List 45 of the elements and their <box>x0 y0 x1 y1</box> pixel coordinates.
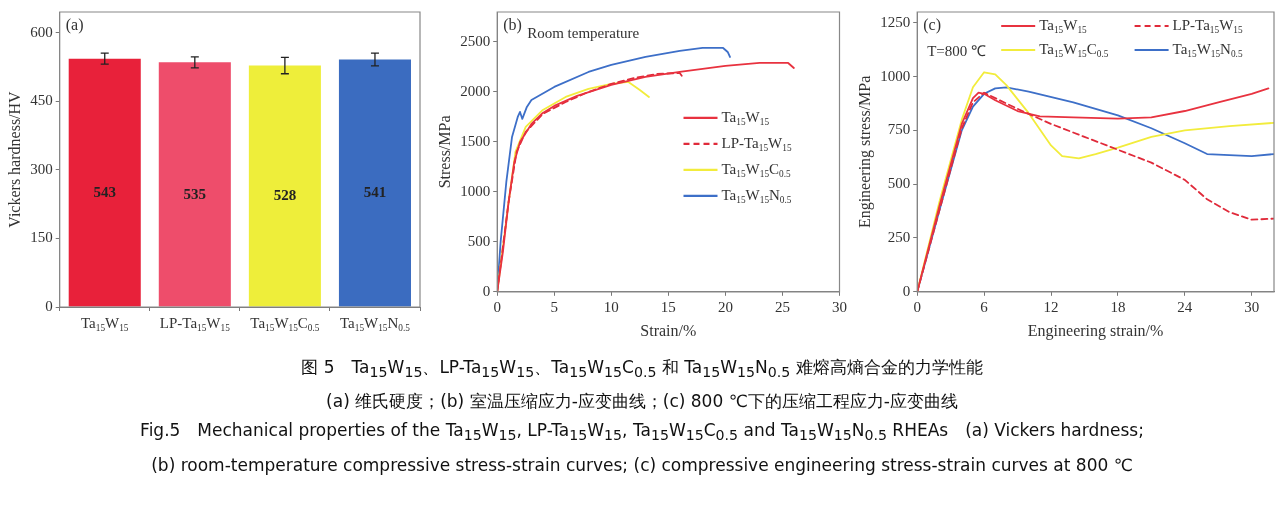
x-tick-label: 24 <box>1177 298 1193 315</box>
y-tick-label: 1250 <box>880 13 911 30</box>
x-tick-label: 10 <box>603 298 619 315</box>
text: Fig.5 Mechanical properties of the Ta$_{15}$W$_{15}$, LP-Ta$_{15}$W$_{15}$, Ta$_{15}$W$_{15}$C$_{0.5}$ and Ta$_{15}$W$_{15}$N$_{0.5}$ RHEAs (a) Vickers hardness; <box>140 420 1144 444</box>
text: (a) 维氏硬度；(b) 室温压缩应力-应变曲线；(c) 800 ℃下的压缩工程应力-应变曲线 <box>325 390 959 414</box>
y-tick-label: 450 <box>30 92 53 109</box>
y-tick-label: 150 <box>30 229 53 246</box>
x-tick-label: 15 <box>660 298 676 315</box>
y-tick-label: 300 <box>30 160 53 177</box>
y-tick-label: 0 <box>902 282 911 299</box>
x-tick-label: 5 <box>550 298 558 315</box>
y-axis-title: Engineering stress/MPa <box>855 75 874 229</box>
x-tick-label: 30 <box>832 298 847 315</box>
annotation: Room temperature <box>527 24 640 41</box>
data-label: 541 <box>363 184 387 201</box>
annotation: (c) <box>923 16 941 35</box>
x-tick-label: 6 <box>980 298 989 315</box>
data-label: 528 <box>273 187 297 204</box>
y-tick-label: 2000 <box>460 82 491 99</box>
x-tick-label: 20 <box>717 298 733 315</box>
annotation: (a) <box>65 16 84 35</box>
data-label: 543 <box>93 183 116 200</box>
text: 图 5 Ta$_{15}$W$_{15}$、LP-Ta$_{15}$W$_{15}$、Ta$_{15}$W$_{15}$C$_{0.5}$ 和 Ta$_{15}$W$_{15}$N$_{0.5}$ 难熔高熵合金的力学性能 <box>301 357 983 381</box>
x-axis-title: Engineering strain/% <box>1027 321 1164 340</box>
annotation: T=800 ℃ <box>927 42 987 59</box>
x-tick-label: 18 <box>1110 298 1126 315</box>
text: (b) room-temperature compressive stress-strain curves; (c) compressive engineering stress-strain curves at 800 ℃ <box>150 453 1134 477</box>
x-tick-label: 30 <box>1244 298 1260 315</box>
y-tick-label: 500 <box>467 232 491 249</box>
annotation: (b) <box>503 16 522 35</box>
y-tick-label: 1500 <box>460 132 491 149</box>
y-tick-label: 500 <box>887 175 911 192</box>
y-tick-label: 1000 <box>880 67 911 84</box>
y-tick-label: 750 <box>887 121 911 138</box>
y-axis-title: Stress/MPa <box>435 115 453 189</box>
y-tick-label: 0 <box>482 282 491 299</box>
y-tick-label: 250 <box>887 228 911 245</box>
y-axis-title: Vickers hardness/HV <box>5 90 23 228</box>
y-tick-label: 2500 <box>460 32 491 49</box>
data-label: 535 <box>183 185 207 202</box>
y-tick-label: 600 <box>30 23 53 40</box>
x-tick-label: 25 <box>774 298 790 315</box>
x-tick-label: 12 <box>1043 298 1059 315</box>
y-tick-label: 1000 <box>460 182 491 199</box>
x-axis-title: Strain/% <box>640 321 697 339</box>
